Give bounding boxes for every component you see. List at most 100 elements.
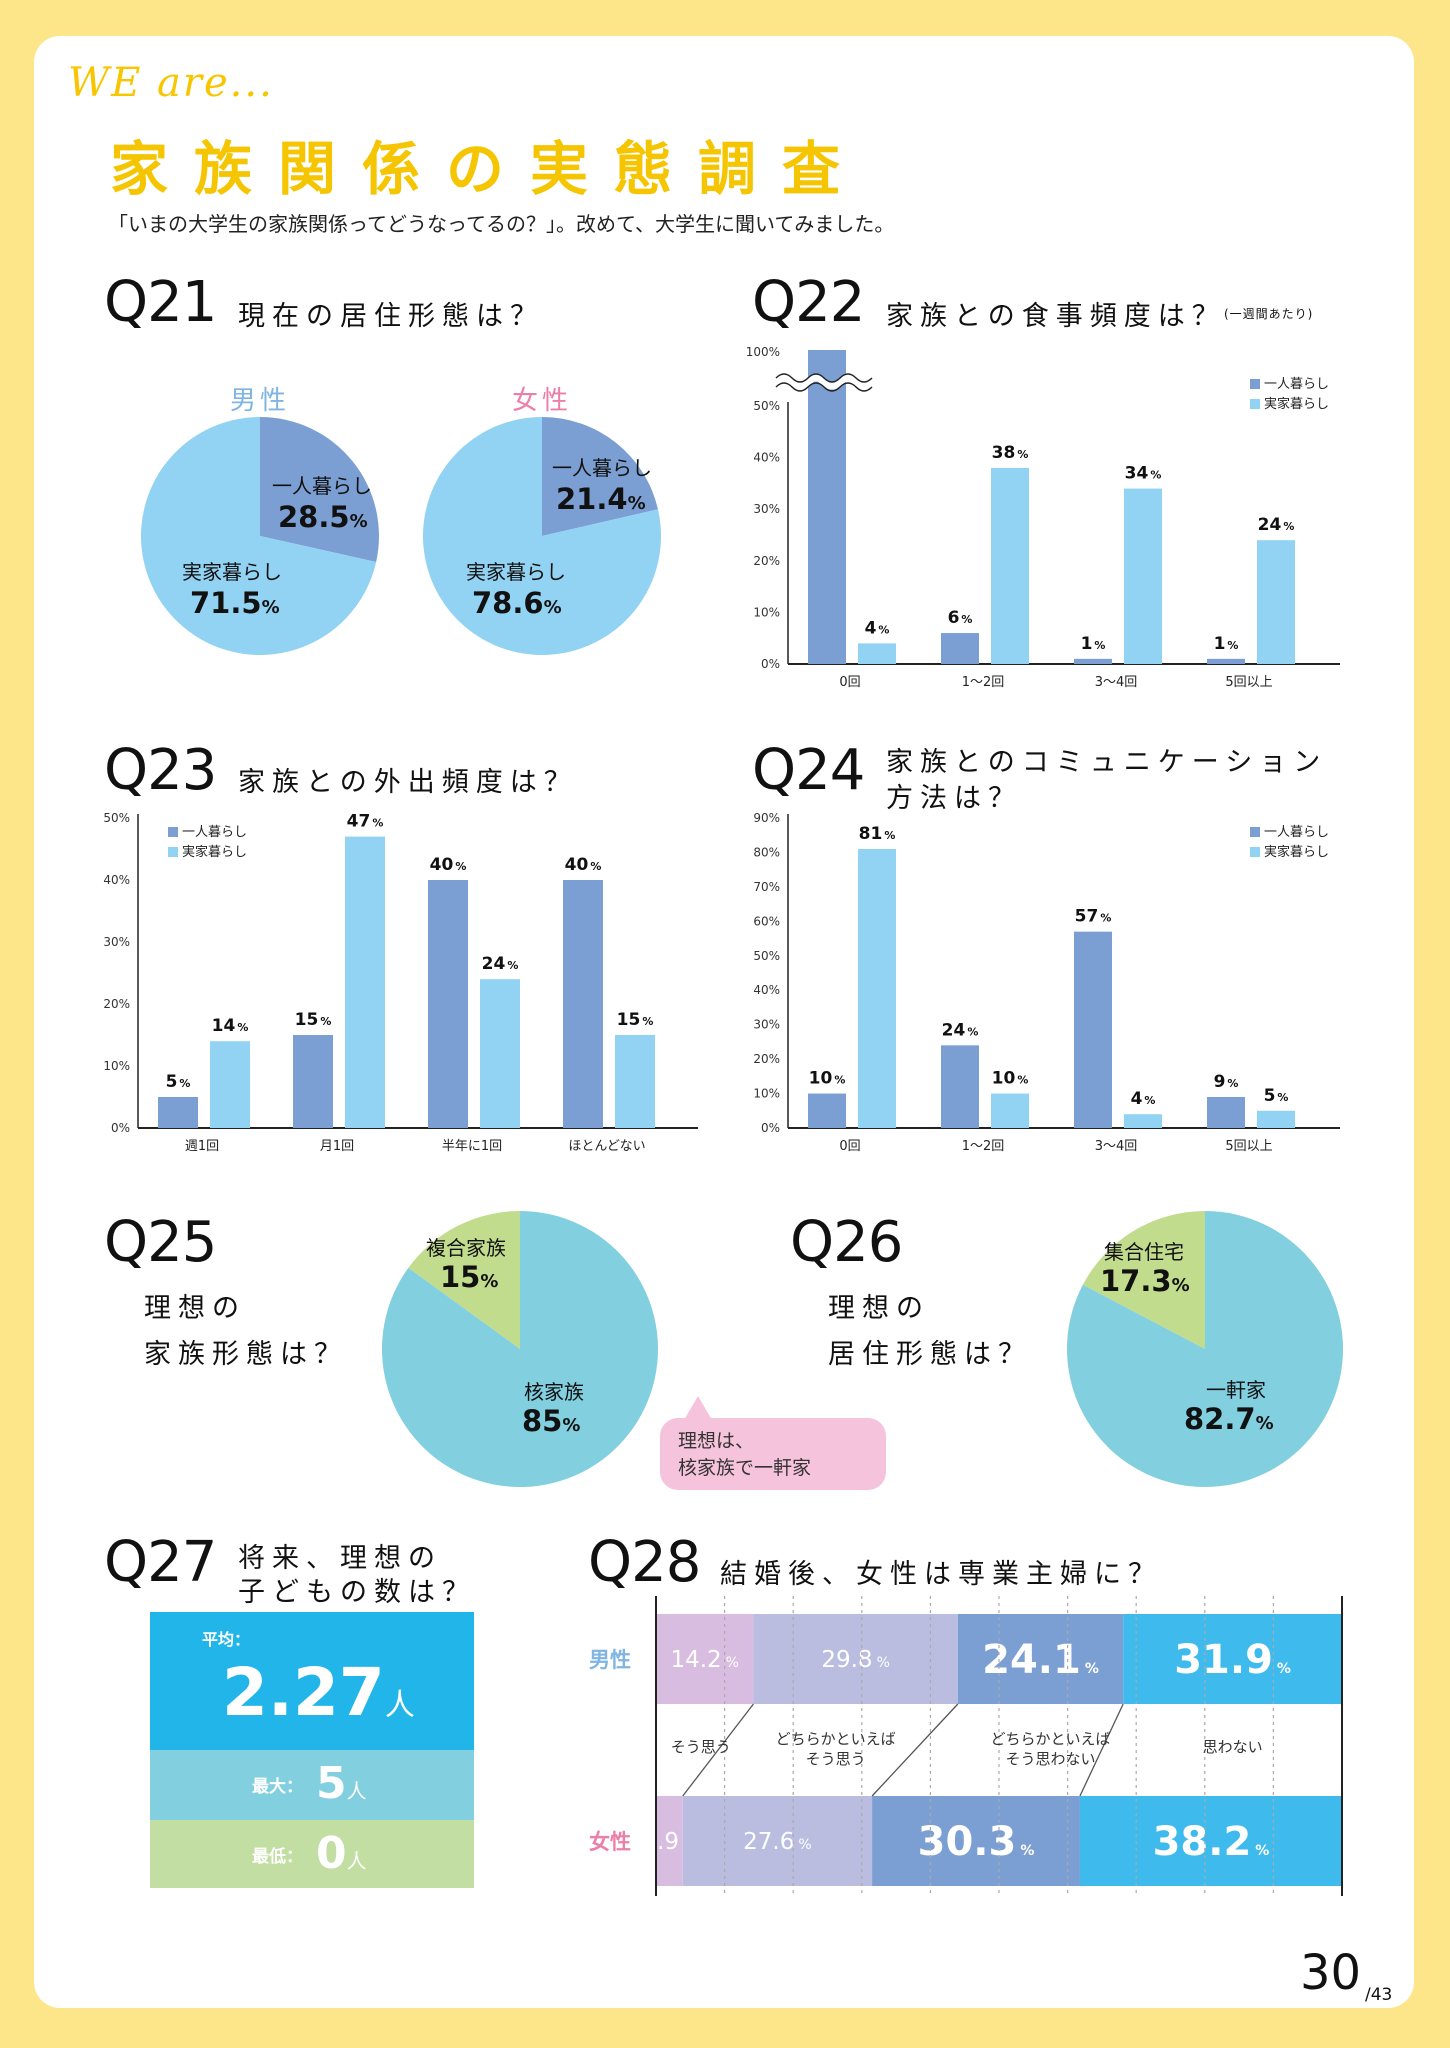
legend-swatch	[168, 847, 178, 857]
q27-max-label: 最大：	[252, 1777, 303, 1797]
percent-sign: %	[1255, 1413, 1274, 1434]
connector-line	[1079, 1703, 1124, 1797]
data-label-number: 38	[992, 443, 1016, 463]
q23-question: 家族との外出頻度は？	[238, 767, 578, 798]
y-tick-label: 0%	[111, 1121, 130, 1135]
y-tick-label: 10%	[753, 605, 780, 619]
bubble-tail	[684, 1396, 712, 1420]
q28-number: Q28	[588, 1530, 701, 1595]
data-label: 29.8%	[821, 1647, 890, 1673]
data-label: 1%	[1081, 634, 1106, 654]
data-label-number: 24.1	[982, 1637, 1081, 1683]
category-label: どちらかといえば	[776, 1730, 896, 1748]
x-tick-label: 週1回	[185, 1139, 219, 1154]
percent-sign: %	[261, 597, 280, 618]
pie-slice	[408, 1211, 520, 1349]
bar	[210, 1041, 250, 1128]
bar	[858, 643, 896, 664]
q27-average-label: 平均：	[202, 1630, 251, 1649]
q27-max-value: 5人	[316, 1758, 367, 1809]
q22-note: (一週間あたり)	[1224, 307, 1314, 321]
q27-average-number: 2.27	[222, 1654, 385, 1731]
data-label-unit: %	[1017, 448, 1028, 461]
axis-break-gap	[773, 374, 875, 390]
data-label-number: 14	[212, 1016, 236, 1036]
q26-question-line2: 居住形態は？	[828, 1339, 1032, 1370]
y-tick-label: 80%	[753, 845, 780, 859]
y-tick-label: 10%	[753, 1087, 780, 1101]
data-label-unit: %	[372, 817, 383, 830]
data-label-unit: %	[1227, 1077, 1238, 1090]
data-label-number: 38.2	[1153, 1819, 1252, 1865]
q21-female-alone-value: 21.4%	[556, 482, 646, 516]
q21-number: Q21	[104, 270, 217, 335]
unit: 人	[346, 1849, 367, 1873]
data-label-unit: %	[1277, 1661, 1291, 1677]
data-label-number: 4	[1131, 1089, 1143, 1109]
bar	[1257, 540, 1295, 664]
data-label-number: 81	[859, 824, 883, 844]
bar	[941, 633, 979, 664]
pie-slice	[260, 417, 379, 562]
data-label-number: 10	[992, 1069, 1016, 1089]
data-label-unit: %	[237, 1021, 248, 1034]
data-label-number: 9	[1214, 1072, 1226, 1092]
data-label-number: 24	[942, 1020, 966, 1040]
percent-sign: %	[480, 1271, 499, 1292]
q26-b-number: 82.7	[1184, 1402, 1256, 1436]
x-tick-label: 0回	[839, 1139, 860, 1154]
y-tick-label: 40%	[103, 873, 130, 887]
data-label-unit: %	[1085, 1661, 1099, 1677]
data-label-unit: %	[726, 1655, 739, 1671]
q21-male-family-value: 71.5%	[190, 586, 280, 620]
stack-segment	[1079, 1796, 1342, 1886]
page-title: 家族関係の実態調査	[110, 135, 867, 203]
data-label: 92%	[809, 340, 846, 345]
q27-question-line2: 子どもの数は？	[238, 1577, 476, 1608]
data-label-number: 40	[430, 855, 454, 875]
category-label: そう思う	[671, 1738, 731, 1756]
y-tick-label: 90%	[753, 811, 780, 825]
data-label: 4%	[1131, 1089, 1156, 1109]
data-label-unit: %	[1255, 1843, 1269, 1859]
data-label-unit: %	[1227, 639, 1238, 652]
y-tick-label: 100%	[746, 345, 780, 359]
axis-break-line	[775, 373, 873, 383]
data-label: 14%	[212, 1016, 249, 1036]
data-label: 40%	[430, 855, 467, 875]
q25-question-line2: 家族形態は？	[144, 1339, 348, 1370]
data-label: 34%	[1125, 464, 1162, 484]
data-label: 24%	[942, 1020, 979, 1040]
q21-female-family-label: 実家暮らし	[466, 560, 566, 584]
y-tick-label: 70%	[753, 880, 780, 894]
bar	[991, 467, 1029, 664]
data-label: 24%	[482, 954, 519, 974]
data-label-number: 29.8	[821, 1647, 872, 1673]
q21-female-family-number: 78.6	[472, 586, 544, 620]
q21-female-alone-number: 21.4	[556, 482, 628, 516]
bubble-line2: 核家族で一軒家	[678, 1457, 812, 1479]
data-label-number: 27.6	[743, 1829, 794, 1855]
data-label-number: 4	[865, 618, 877, 638]
x-tick-label: 月1回	[320, 1139, 354, 1154]
data-label-number: 31.9	[1174, 1637, 1273, 1683]
q26-a-value: 17.3%	[1100, 1264, 1190, 1298]
q21-female-family-value: 78.6%	[472, 586, 562, 620]
percent-sign: %	[543, 597, 562, 618]
data-label-number: 15	[295, 1010, 319, 1030]
legend-swatch	[1250, 399, 1260, 409]
bubble-line1: 理想は、	[678, 1430, 755, 1452]
category-label: そう思わない	[1005, 1750, 1095, 1768]
q25-a-label: 複合家族	[426, 1236, 506, 1260]
data-label-unit: %	[590, 860, 601, 873]
row-label: 女性	[589, 1830, 631, 1854]
q27-min-number: 0	[316, 1828, 347, 1879]
legend-label: 実家暮らし	[182, 844, 247, 860]
q27-average-value: 2.27人	[222, 1654, 415, 1731]
pie-slice	[382, 1211, 659, 1487]
bar	[1207, 658, 1245, 664]
q21-female-title: 女性	[512, 386, 573, 416]
data-label: 38.2%	[1153, 1819, 1270, 1865]
x-tick-label: 0回	[839, 675, 860, 690]
percent-sign: %	[1171, 1275, 1190, 1296]
